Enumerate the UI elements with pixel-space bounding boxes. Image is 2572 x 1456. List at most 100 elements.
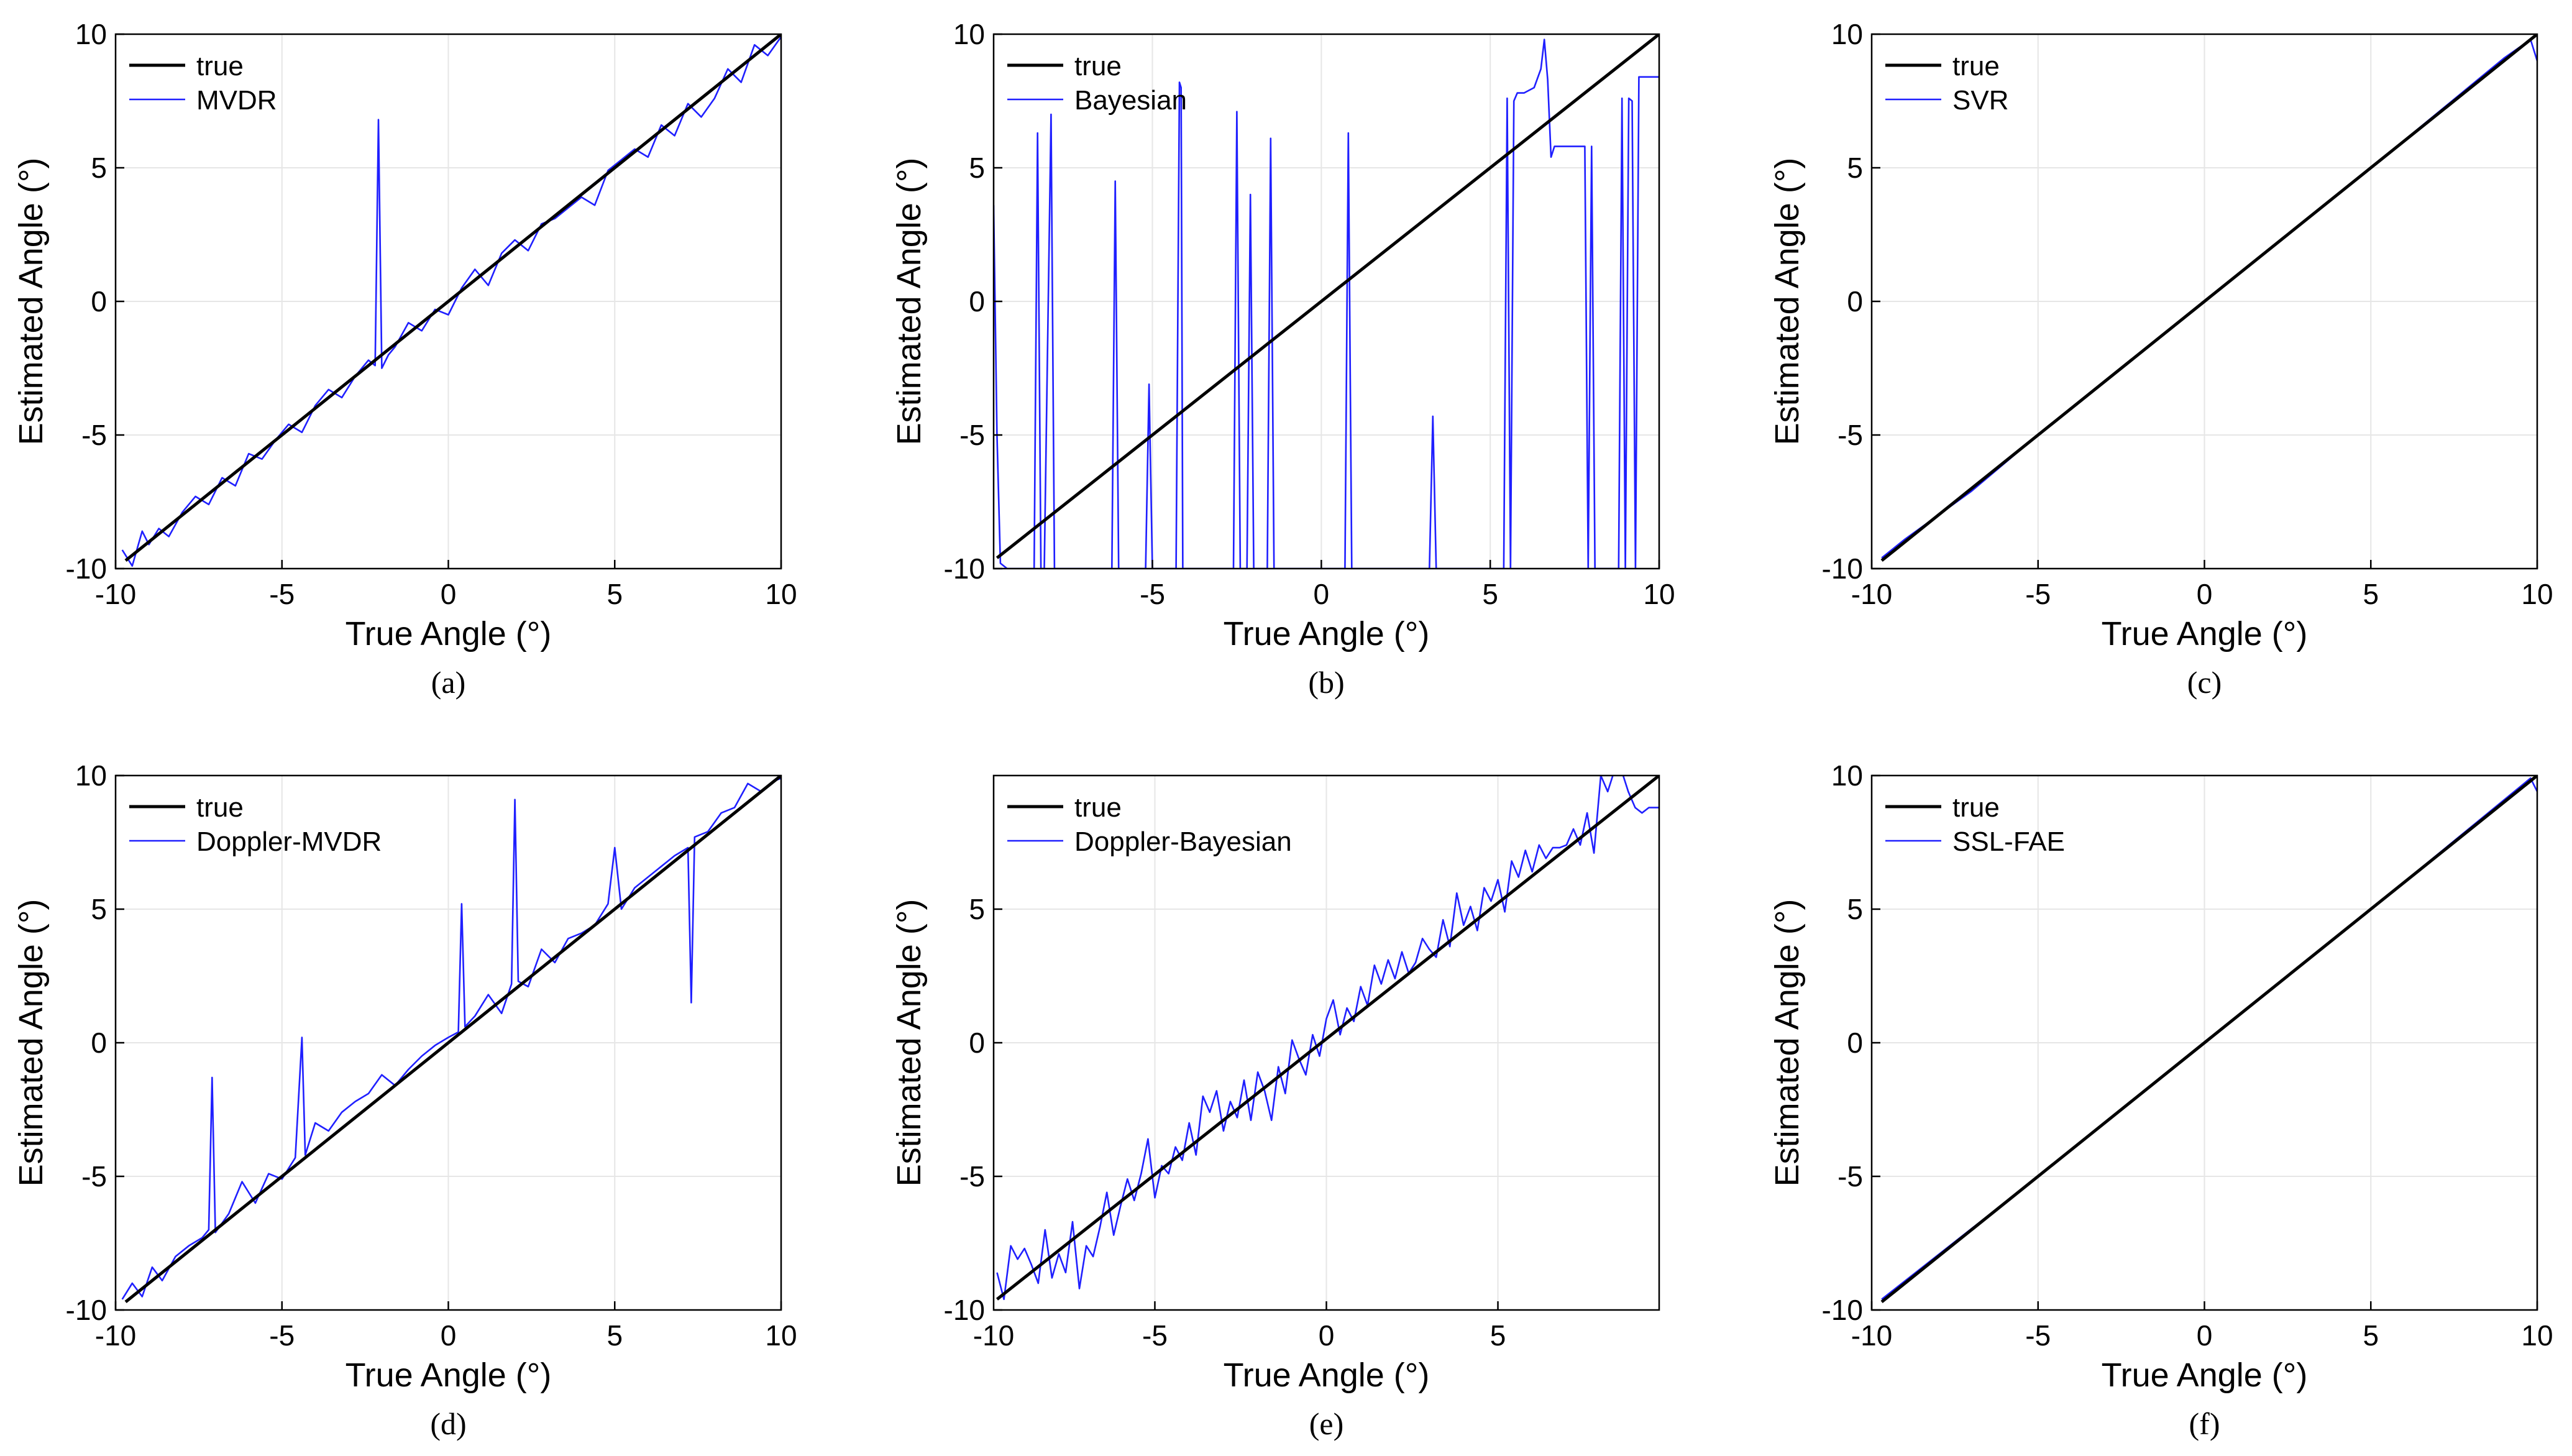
legend-c: true SVR: [1885, 51, 2008, 116]
y-tick-label-b-4: 10: [953, 18, 985, 50]
y-tick-label-d-3: 5: [91, 893, 107, 925]
x-tick-label-b-1: 0: [1314, 578, 1330, 610]
subplot-e: -10 -5 0 5 -10 -5 0 5 True Angle (°) Estimated An…: [890, 774, 1660, 1441]
series-true-line-b: [995, 34, 1659, 559]
y-tick-label-d-0: -10: [66, 1294, 107, 1326]
y-axis-label-b: Estimated Angle (°): [890, 158, 928, 446]
x-tick-label-d-1: -5: [269, 1319, 295, 1352]
y-tick-label-a-3: 5: [91, 152, 107, 184]
y-tick-label-e-0: -10: [944, 1294, 985, 1326]
legend-label-b-0: true: [1074, 51, 1122, 81]
x-tick-label-e-2: 0: [1319, 1319, 1335, 1352]
series-true-line-c: [1880, 34, 2537, 562]
y-tick-label-c-0: -10: [1822, 552, 1863, 585]
x-tick-label-f-2: 0: [2197, 1319, 2213, 1352]
series-true-line-e: [995, 776, 1659, 1301]
legend-label-a-0: true: [196, 51, 244, 81]
y-tick-label-b-0: -10: [944, 552, 985, 585]
x-tick-label-d-4: 10: [765, 1319, 797, 1352]
y-tick-label-b-1: -5: [959, 419, 985, 451]
x-tick-label-f-3: 5: [2363, 1319, 2379, 1352]
legend-label-f-0: true: [1952, 792, 2000, 823]
caption-e: (e): [1309, 1406, 1344, 1441]
y-tick-label-f-4: 10: [1831, 759, 1863, 792]
legend-label-f-1: SSL-FAE: [1952, 826, 2065, 857]
y-axis-label-a: Estimated Angle (°): [12, 158, 50, 446]
series-true-line-d: [124, 776, 781, 1304]
x-tick-label-a-2: 0: [441, 578, 457, 610]
caption-b: (b): [1308, 665, 1344, 700]
x-axis-label-c: True Angle (°): [2102, 615, 2308, 652]
x-tick-label-f-1: -5: [2025, 1319, 2051, 1352]
series-group-a: [121, 34, 781, 567]
legend-label-d-0: true: [196, 792, 244, 823]
y-tick-label-d-4: 10: [75, 759, 107, 792]
y-tick-label-f-1: -5: [1837, 1160, 1863, 1193]
x-tick-label-a-3: 5: [606, 578, 623, 610]
x-tick-label-f-0: -10: [1851, 1319, 1892, 1352]
y-tick-label-c-2: 0: [1847, 285, 1863, 318]
legend-a: true MVDR: [129, 51, 277, 116]
subplot-c: -10 -5 0 5 10 -10 -5 0 5 10 True Angle (°) Estimate…: [1769, 18, 2553, 700]
y-tick-label-e-3: 5: [969, 893, 985, 925]
series-true-line-a: [124, 34, 781, 562]
legend-label-c-0: true: [1952, 51, 2000, 81]
legend-label-b-1: Bayesian: [1074, 85, 1187, 116]
legend-label-e-0: true: [1074, 792, 1122, 823]
y-axis-label-d: Estimated Angle (°): [12, 899, 50, 1187]
x-tick-label-b-3: 10: [1643, 578, 1675, 610]
y-tick-label-c-4: 10: [1831, 18, 1863, 50]
x-tick-label-b-0: -5: [1140, 578, 1165, 610]
series-true-line-f: [1880, 776, 2537, 1304]
legend-label-a-1: MVDR: [196, 85, 277, 116]
legend-label-d-1: Doppler-MVDR: [196, 826, 382, 857]
y-tick-label-f-3: 5: [1847, 893, 1863, 925]
y-tick-label-c-1: -5: [1837, 419, 1863, 451]
x-axis-label-d: True Angle (°): [346, 1357, 552, 1394]
caption-d: (d): [430, 1406, 466, 1441]
series-group-c: [1880, 34, 2537, 562]
y-tick-label-a-1: -5: [81, 419, 107, 451]
y-tick-label-a-4: 10: [75, 18, 107, 50]
x-tick-label-b-2: 5: [1482, 578, 1498, 610]
y-tick-label-b-2: 0: [969, 285, 985, 318]
legend-b: true Bayesian: [1007, 51, 1187, 116]
y-tick-label-b-3: 5: [969, 152, 985, 184]
series-estimate-line-e: [996, 776, 1659, 1301]
y-tick-label-f-0: -10: [1822, 1294, 1863, 1326]
subplot-d: -10 -5 0 5 10 -10 -5 0 5 10 True Angle (°) Estimate…: [12, 759, 797, 1441]
x-tick-label-e-3: 5: [1490, 1319, 1506, 1352]
series-estimate-line-a: [121, 36, 781, 567]
x-tick-label-e-1: -5: [1142, 1319, 1168, 1352]
y-axis-label-e: Estimated Angle (°): [890, 899, 928, 1187]
series-group-b: [994, 34, 1659, 569]
y-tick-label-c-3: 5: [1847, 152, 1863, 184]
y-axis-label-c: Estimated Angle (°): [1769, 158, 1806, 446]
series-group-d: [121, 776, 781, 1304]
x-tick-label-d-0: -10: [95, 1319, 136, 1352]
x-tick-label-a-0: -10: [95, 578, 136, 610]
legend-label-e-1: Doppler-Bayesian: [1074, 826, 1292, 857]
y-tick-label-a-2: 0: [91, 285, 107, 318]
series-group-f: [1880, 776, 2537, 1304]
subplot-a: -10 -5 0 5 10 -10 -5 0 5 10 True Angle (°) Estimate…: [12, 18, 797, 700]
x-tick-label-e-0: -10: [973, 1319, 1014, 1352]
x-tick-label-c-1: -5: [2025, 578, 2051, 610]
legend-label-c-1: SVR: [1952, 85, 2008, 116]
subplot-f: -10 -5 0 5 10 -10 -5 0 5 10 True Angle (°) Estimate…: [1769, 759, 2553, 1441]
x-tick-label-a-1: -5: [269, 578, 295, 610]
x-tick-label-c-4: 10: [2521, 578, 2553, 610]
x-tick-label-c-2: 0: [2197, 578, 2213, 610]
x-axis-label-a: True Angle (°): [346, 615, 552, 652]
y-axis-label-f: Estimated Angle (°): [1769, 899, 1806, 1187]
x-axis-label-e: True Angle (°): [1224, 1357, 1430, 1394]
caption-c: (c): [2187, 665, 2222, 700]
x-axis-label-f: True Angle (°): [2102, 1357, 2308, 1394]
x-tick-label-d-3: 5: [606, 1319, 623, 1352]
caption-f: (f): [2189, 1406, 2220, 1441]
y-tick-label-a-0: -10: [66, 552, 107, 585]
